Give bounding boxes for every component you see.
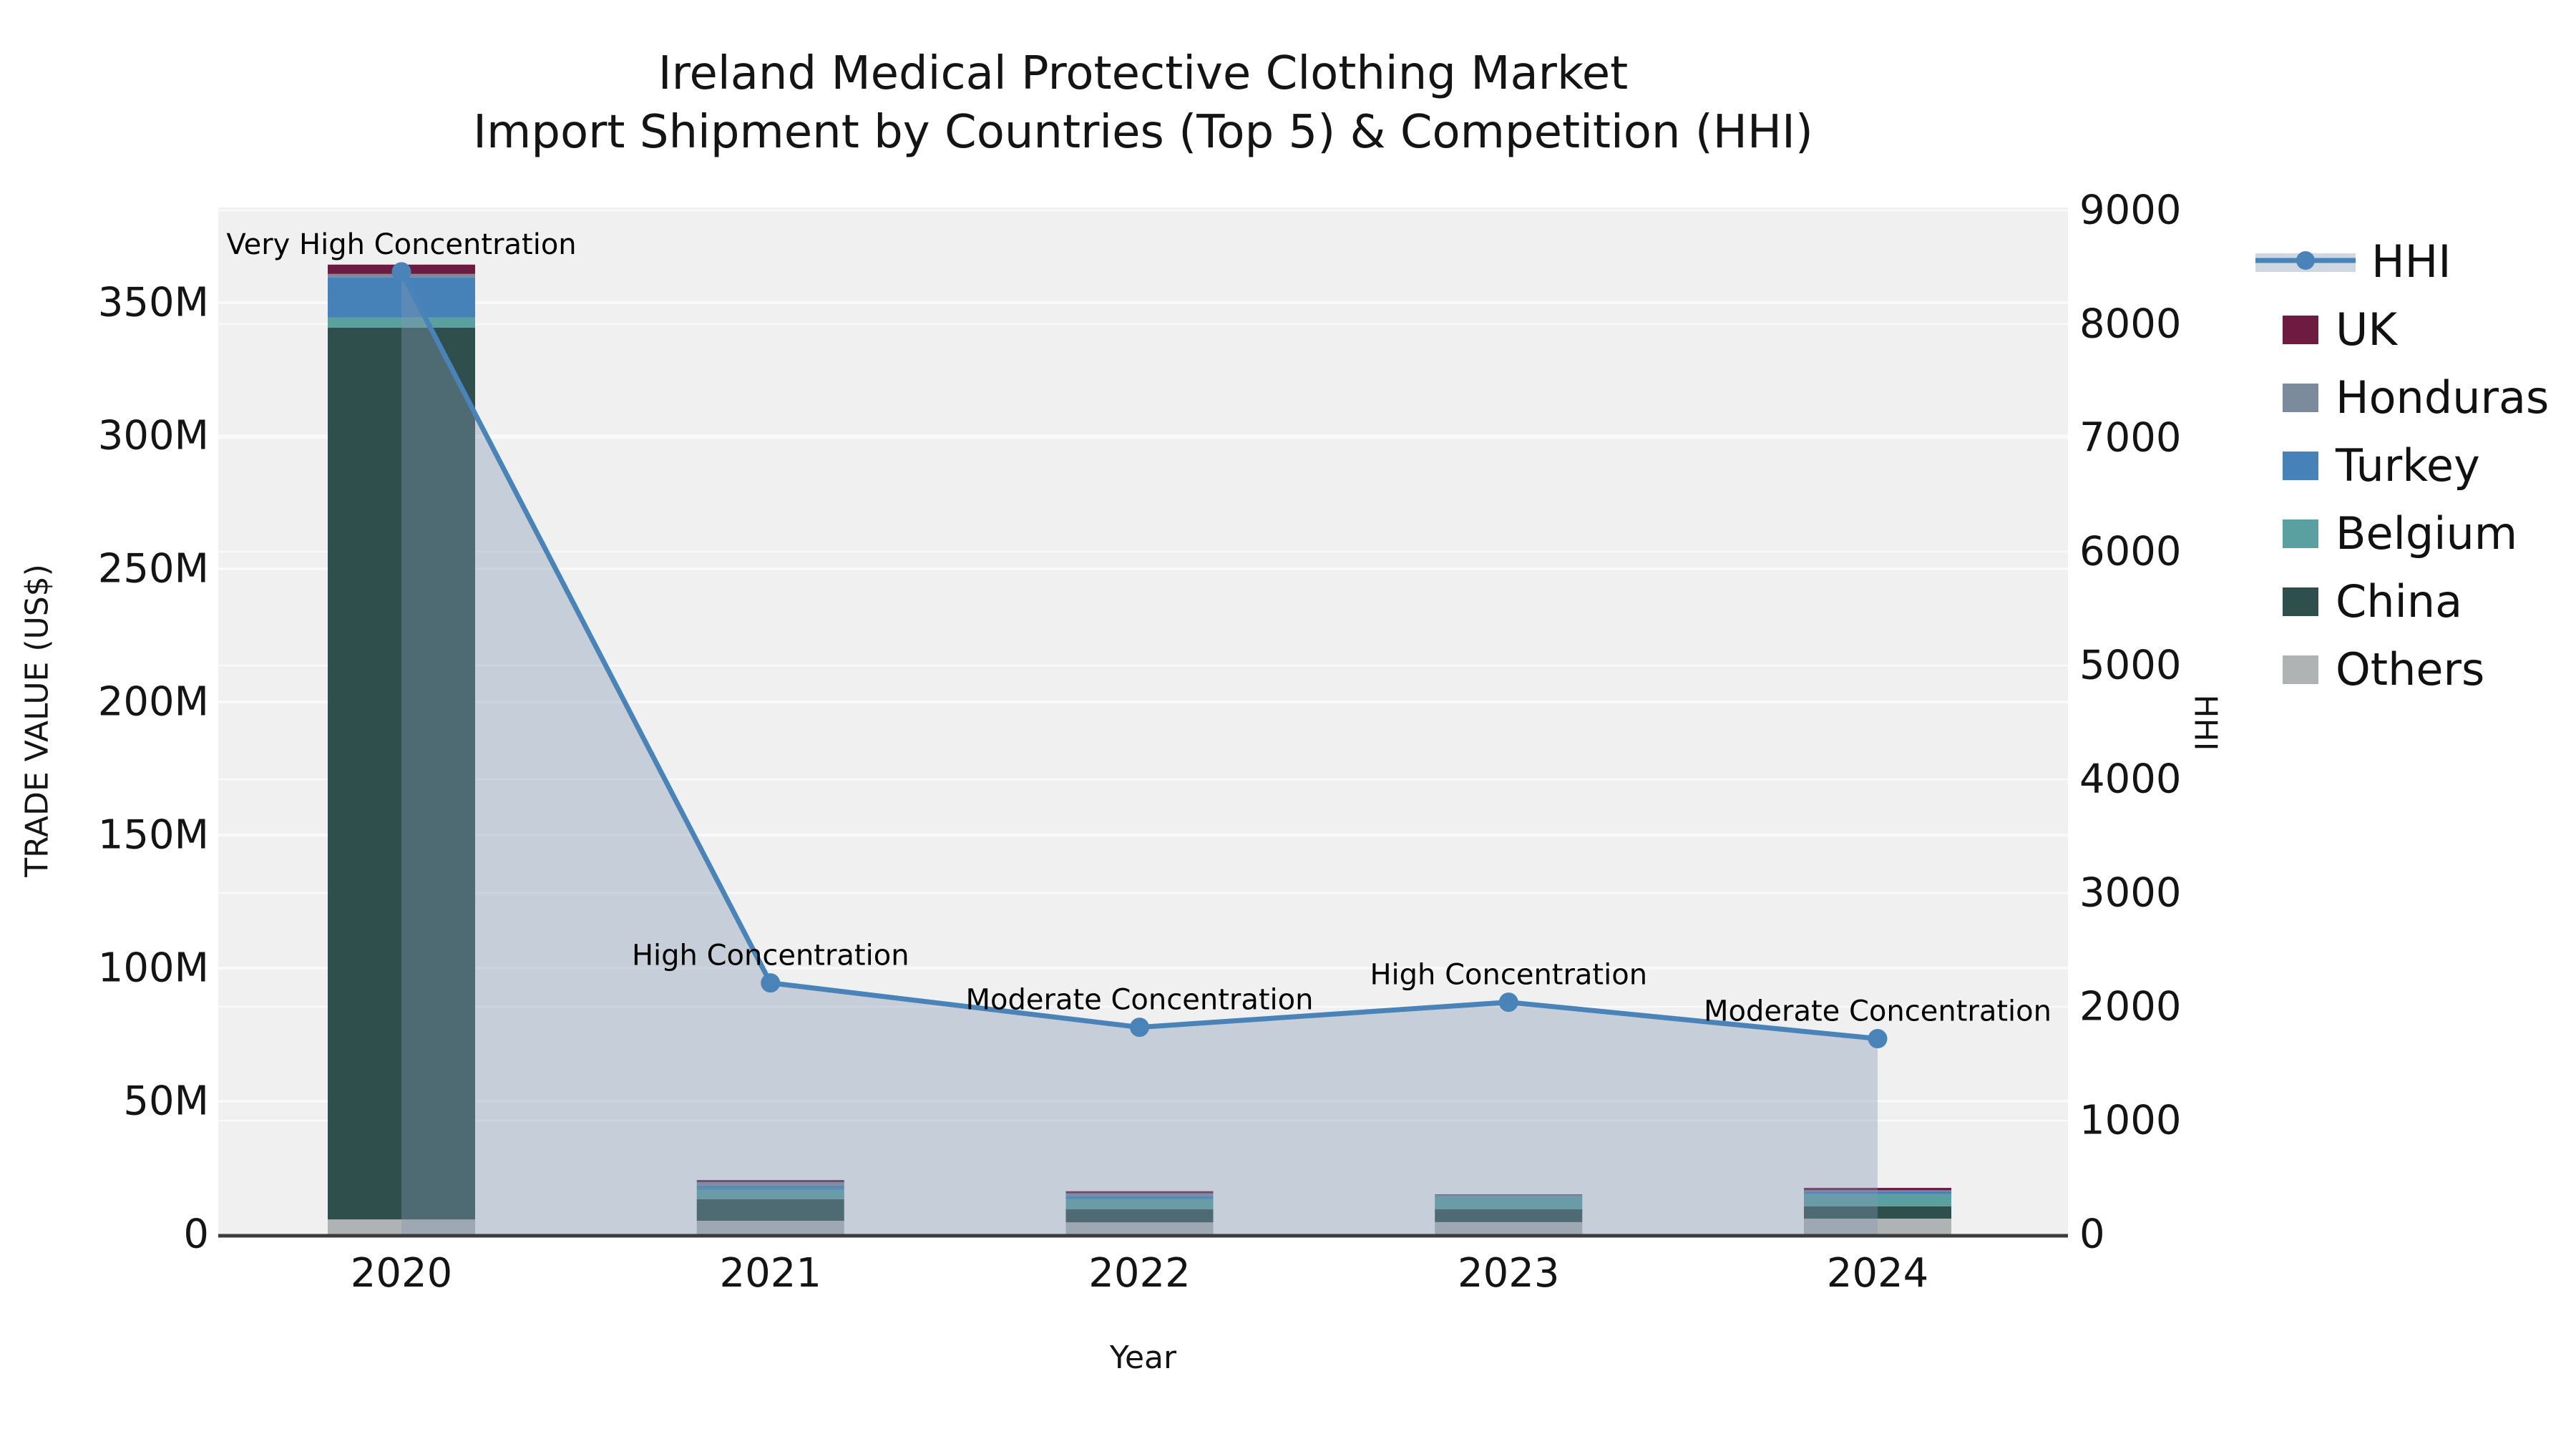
hhi-point-2020 — [391, 262, 411, 282]
y-left-tick-0: 0 — [183, 1211, 209, 1258]
y-right-tick-4000: 4000 — [2079, 756, 2182, 803]
bar-2022-china — [1065, 1209, 1214, 1223]
x-tick-2024: 2024 — [1827, 1250, 1929, 1297]
annotation-2023: High Concentration — [1370, 959, 1647, 992]
legend-item-honduras: Honduras — [2255, 364, 2549, 431]
x-tick-2021: 2021 — [719, 1250, 821, 1297]
y-left-tick-350M: 350M — [98, 280, 209, 326]
bar-2023-china — [1435, 1209, 1583, 1222]
annotation-2024: Moderate Concentration — [1704, 995, 2051, 1028]
bar-2023-others — [1435, 1221, 1583, 1234]
legend-hhi-dot — [2296, 250, 2315, 270]
hhi-point-2023 — [1498, 992, 1518, 1013]
legend-swatch-others — [2283, 655, 2318, 684]
bar-2021-china — [696, 1199, 844, 1221]
y-axis-title-left: TRADE VALUE (US$) — [19, 564, 56, 877]
annotation-2020: Very High Concentration — [226, 228, 576, 261]
y-right-tick-0: 0 — [2079, 1211, 2105, 1258]
legend-item-others: Others — [2255, 635, 2549, 703]
legend: HHI UK Honduras Turkey Belgium China Others — [2255, 228, 2549, 703]
x-axis-title: Year — [1109, 1340, 1177, 1376]
bar-2020-others — [328, 1219, 475, 1234]
bar-2024-others — [1804, 1219, 1951, 1234]
bar-2022-others — [1065, 1222, 1214, 1234]
bar-2022-uk — [1065, 1191, 1214, 1194]
y-left-tick-250M: 250M — [98, 546, 209, 592]
y-right-tick-5000: 5000 — [2079, 643, 2182, 689]
bar-2021-belgium — [696, 1189, 844, 1199]
legend-item-turkey: Turkey — [2255, 431, 2549, 499]
annotation-2021: High Concentration — [632, 940, 909, 972]
legend-item-hhi: HHI — [2255, 228, 2549, 296]
bar-2024-belgium — [1804, 1194, 1951, 1206]
bar-2021-honduras — [696, 1182, 844, 1186]
bar-2024-china — [1804, 1206, 1951, 1219]
y-left-tick-100M: 100M — [98, 945, 209, 992]
y-left-tick-300M: 300M — [98, 413, 209, 459]
bar-2022-turkey — [1065, 1196, 1214, 1199]
y-left-tick-50M: 50M — [123, 1078, 209, 1125]
legend-item-belgium: Belgium — [2255, 499, 2549, 567]
hhi-point-2022 — [1130, 1018, 1149, 1038]
bar-2023-belgium — [1435, 1196, 1583, 1210]
bar-2023-honduras — [1435, 1195, 1583, 1196]
bar-2022-belgium — [1065, 1199, 1214, 1210]
y-right-tick-6000: 6000 — [2079, 529, 2182, 575]
legend-item-china: China — [2255, 567, 2549, 635]
chart-title-line1: Ireland Medical Protective Clothing Mark… — [658, 47, 1629, 100]
y-right-tick-3000: 3000 — [2079, 870, 2182, 917]
bar-2021-turkey — [696, 1185, 844, 1190]
y-axis-title-right: HHI — [2187, 694, 2224, 751]
x-tick-2022: 2022 — [1088, 1250, 1191, 1297]
legend-swatch-china — [2283, 587, 2318, 616]
x-tick-2020: 2020 — [351, 1250, 453, 1297]
x-tick-2023: 2023 — [1458, 1250, 1560, 1297]
legend-item-uk: UK — [2255, 296, 2549, 364]
y-right-tick-9000: 9000 — [2079, 187, 2182, 234]
legend-swatch-uk — [2283, 315, 2318, 344]
y-left-tick-150M: 150M — [98, 812, 209, 859]
legend-label-china: China — [2336, 575, 2463, 628]
legend-label-others: Others — [2336, 643, 2485, 696]
annotation-2022: Moderate Concentration — [966, 984, 1314, 1017]
hhi-point-2021 — [761, 973, 781, 993]
hhi-area — [401, 271, 1878, 1234]
bar-2021-uk — [696, 1180, 844, 1183]
bar-2021-others — [696, 1221, 844, 1234]
y-right-tick-1000: 1000 — [2079, 1098, 2182, 1144]
bar-2020-belgium — [328, 317, 475, 328]
y-right-tick-8000: 8000 — [2079, 301, 2182, 348]
bar-2024-turkey — [1804, 1191, 1951, 1194]
bar-2020-china — [328, 327, 475, 1220]
legend-swatch-turkey — [2283, 451, 2318, 480]
y-right-tick-2000: 2000 — [2079, 984, 2182, 1030]
legend-label-turkey: Turkey — [2336, 439, 2480, 492]
legend-label-belgium: Belgium — [2336, 507, 2518, 560]
legend-swatch-honduras — [2283, 383, 2318, 412]
legend-label-hhi: HHI — [2371, 235, 2451, 288]
bar-2023-uk — [1435, 1194, 1583, 1196]
legend-swatch-belgium — [2283, 519, 2318, 548]
bar-2022-honduras — [1065, 1193, 1214, 1196]
bar-2024-honduras — [1804, 1190, 1951, 1191]
plot-background — [218, 208, 2068, 1234]
legend-label-uk: UK — [2336, 303, 2398, 356]
y-left-tick-200M: 200M — [98, 679, 209, 726]
bar-2020-turkey — [328, 277, 475, 318]
y-right-tick-7000: 7000 — [2079, 415, 2182, 462]
chart-title: Ireland Medical Protective Clothing Mark… — [218, 44, 2068, 162]
bar-2024-uk — [1804, 1188, 1951, 1191]
legend-hhi-line-swatch — [2255, 250, 2356, 272]
legend-label-honduras: Honduras — [2336, 371, 2550, 424]
hhi-point-2024 — [1868, 1029, 1888, 1049]
chart-title-line2: Import Shipment by Countries (Top 5) & C… — [473, 106, 1813, 159]
